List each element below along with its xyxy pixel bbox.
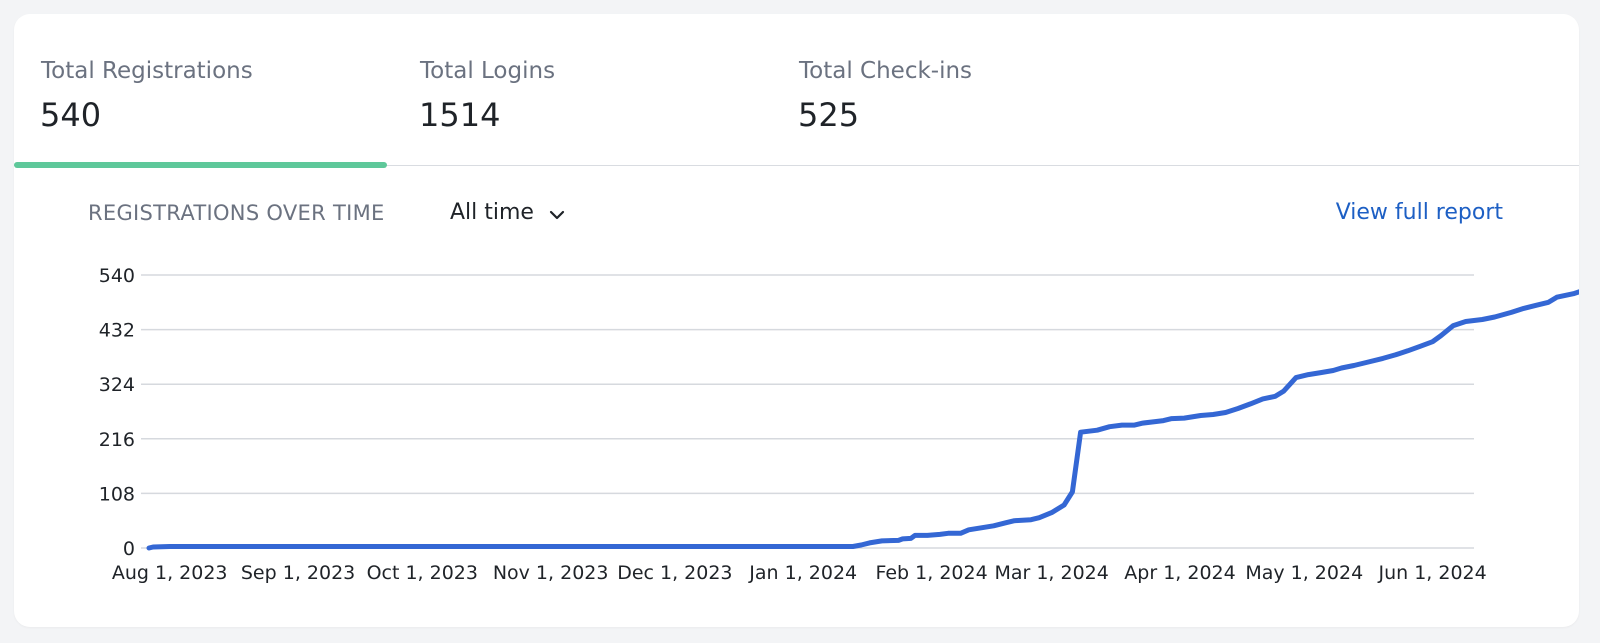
- x-tick-label: Dec 1, 2023: [617, 562, 732, 584]
- view-full-report-link[interactable]: View full report: [1335, 200, 1503, 225]
- tab-total-check-ins[interactable]: Total Check-ins 525: [772, 14, 1158, 165]
- x-tick-label: Jan 1, 2024: [748, 562, 857, 584]
- tab-total-registrations[interactable]: Total Registrations 540: [14, 14, 400, 168]
- x-tick-label: Apr 1, 2024: [1124, 562, 1235, 584]
- stat-value: 525: [798, 96, 860, 134]
- x-tick-label: Oct 1, 2023: [367, 562, 478, 584]
- y-tick-label: 216: [99, 429, 135, 451]
- y-tick-label: 432: [99, 320, 135, 342]
- time-range-label: All time: [450, 200, 534, 225]
- stat-label: Total Check-ins: [799, 58, 973, 84]
- y-tick-label: 540: [99, 265, 135, 287]
- tab-total-logins[interactable]: Total Logins 1514: [393, 14, 779, 165]
- registrations-line-chart: 0 108 216 324 432 540 Aug 1, 2023 Sep 1, 2023 Oc…: [99, 265, 1579, 584]
- stat-value: 540: [40, 96, 102, 134]
- y-tick-label: 0: [123, 538, 135, 560]
- active-tab-indicator: [14, 162, 387, 168]
- x-tick-label: Mar 1, 2024: [994, 562, 1108, 584]
- time-range-dropdown[interactable]: All time: [450, 200, 565, 226]
- x-tick-label: Nov 1, 2023: [493, 562, 609, 584]
- stat-value: 1514: [419, 96, 501, 134]
- series-line-0: [146, 289, 1579, 551]
- y-tick-label: 324: [99, 374, 135, 396]
- chart-section-title: REGISTRATIONS OVER TIME: [88, 201, 385, 225]
- x-tick-label: Jun 1, 2024: [1377, 562, 1486, 584]
- stats-tabs: Total Registrations 540 Total Logins 151…: [14, 14, 1579, 168]
- stat-label: Total Logins: [420, 58, 556, 84]
- x-tick-label: May 1, 2024: [1245, 562, 1363, 584]
- x-tick-label: Sep 1, 2023: [241, 562, 355, 584]
- chevron-down-icon: [549, 201, 565, 226]
- stat-label: Total Registrations: [41, 58, 253, 84]
- x-tick-label: Feb 1, 2024: [875, 562, 987, 584]
- registrations-card: Total Registrations 540 Total Logins 151…: [14, 14, 1579, 627]
- y-tick-label: 108: [99, 483, 135, 505]
- x-tick-label: Aug 1, 2023: [112, 562, 228, 584]
